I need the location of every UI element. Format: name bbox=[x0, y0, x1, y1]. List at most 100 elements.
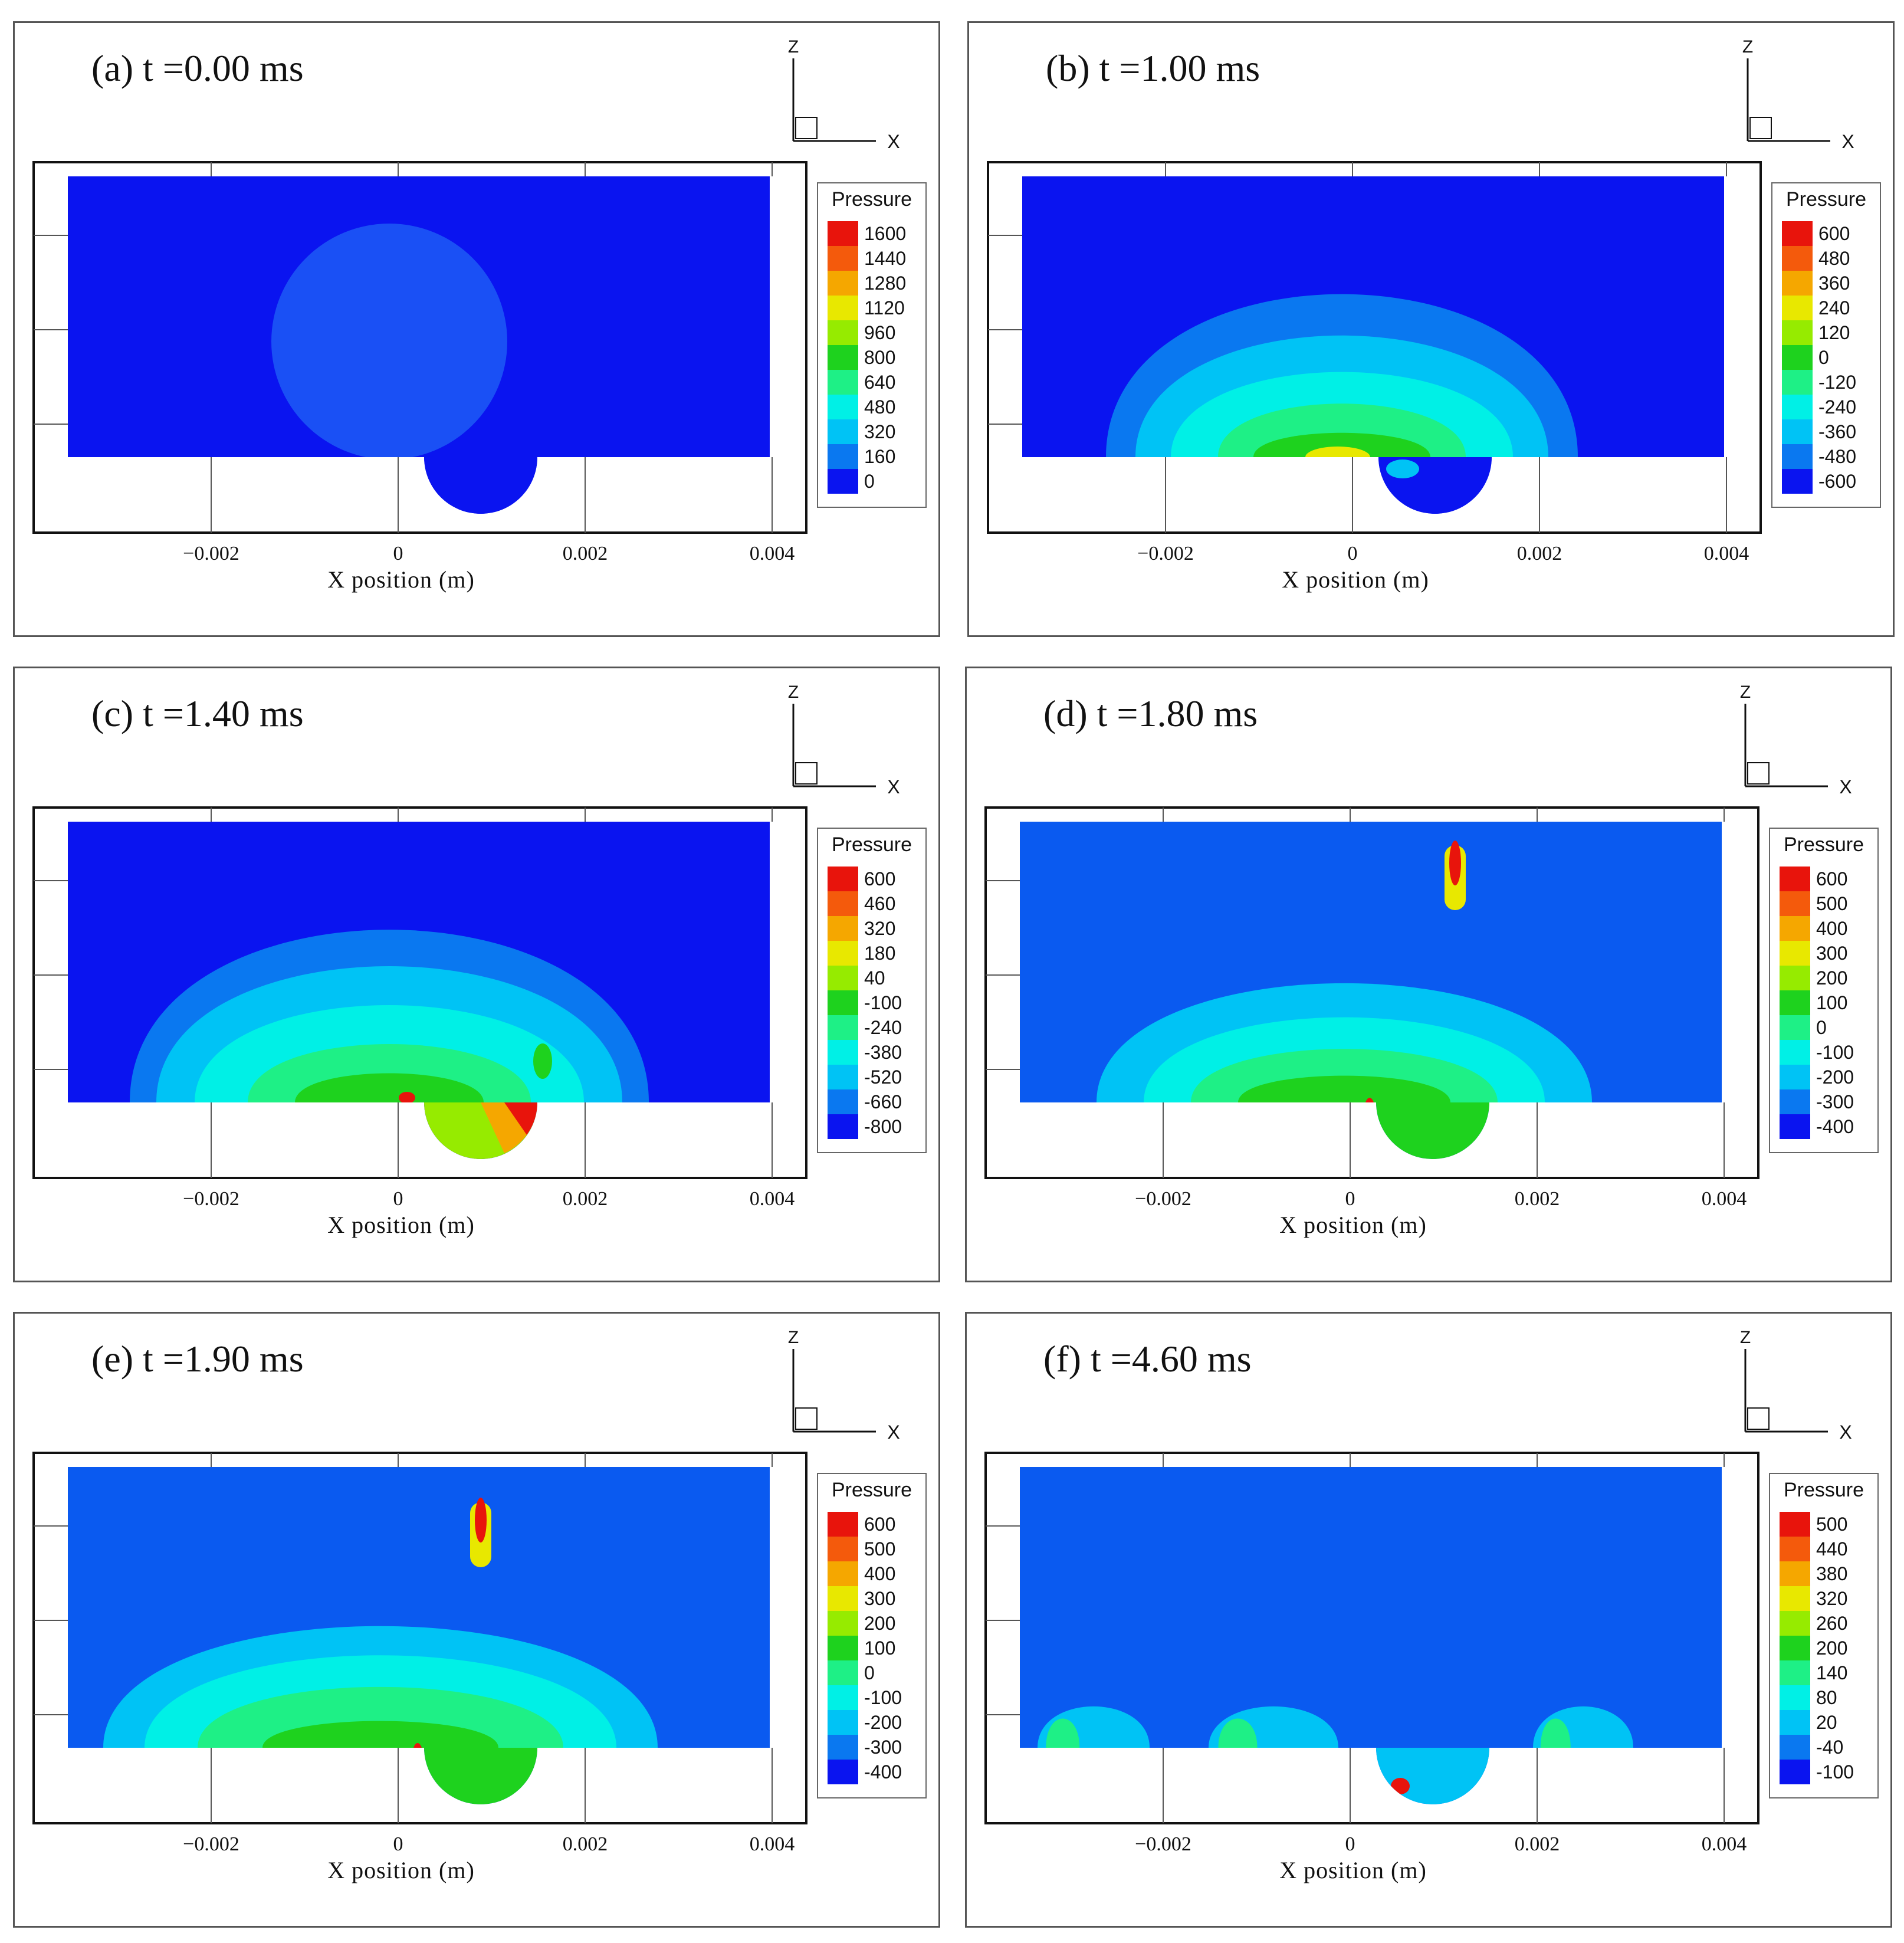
legend-level-label: 360 bbox=[1818, 273, 1850, 294]
plot-area: −0.002 0 0.002 0.004 Z X bbox=[32, 682, 900, 1210]
legend-level-label: 200 bbox=[864, 1613, 896, 1634]
legend-level-label: 1280 bbox=[864, 273, 907, 294]
contour-field bbox=[1022, 176, 1724, 514]
legend-level-label: 320 bbox=[864, 421, 896, 442]
legend-level-label: 640 bbox=[864, 372, 896, 393]
legend-swatch bbox=[1780, 1015, 1810, 1040]
panel-title: (b) t =1.00 ms bbox=[1046, 47, 1260, 89]
legend-level-label: 260 bbox=[1816, 1613, 1848, 1634]
cavity bbox=[424, 1748, 537, 1804]
droplet bbox=[271, 224, 507, 460]
pressure-band bbox=[1253, 432, 1430, 457]
legend-level-label: 140 bbox=[1816, 1662, 1848, 1683]
legend-swatch bbox=[828, 345, 858, 370]
cavity bbox=[1376, 1748, 1489, 1804]
legend-level-label: 0 bbox=[864, 471, 875, 492]
plot-frame bbox=[984, 806, 1759, 1179]
panel-b: −0.002 0 0.002 0.004 Z X (b) t =1.00 ms X posit… bbox=[967, 21, 1895, 637]
legend-swatch bbox=[828, 370, 858, 395]
legend-level-label: 0 bbox=[864, 1662, 875, 1683]
legend-colorbar bbox=[1780, 1512, 1810, 1784]
legend-level-label: 500 bbox=[1816, 893, 1848, 914]
x-tick-label: 0.004 bbox=[1702, 1833, 1747, 1855]
legend-swatch bbox=[828, 867, 858, 891]
legend-swatch bbox=[828, 916, 858, 941]
legend-swatch bbox=[1780, 1065, 1810, 1089]
legend-colorbar bbox=[828, 221, 858, 494]
legend-swatch bbox=[1780, 916, 1810, 941]
legend-swatch bbox=[828, 395, 858, 419]
legend-level-label: -380 bbox=[864, 1042, 902, 1063]
contour-field bbox=[1020, 1467, 1722, 1804]
axis-triad-box bbox=[1747, 1407, 1770, 1430]
legend-swatch bbox=[1780, 1586, 1810, 1611]
legend-level-label: 0 bbox=[1818, 347, 1829, 368]
legend-swatch bbox=[828, 1089, 858, 1114]
panel-title: (e) t =1.90 ms bbox=[91, 1338, 304, 1380]
legend-title: Pressure bbox=[1785, 188, 1867, 211]
legend-swatch bbox=[828, 221, 858, 246]
pressure-band bbox=[1238, 1075, 1450, 1102]
cavity bbox=[424, 457, 537, 514]
x-axis-triad-label: X bbox=[1839, 776, 1852, 797]
legend-level-label: 320 bbox=[864, 918, 896, 939]
legend-level-label: 240 bbox=[1818, 297, 1850, 319]
legend-swatch bbox=[1780, 1685, 1810, 1710]
legend-level-label: -400 bbox=[864, 1761, 902, 1783]
panel-e: −0.002 0 0.002 0.004 Z X (e) t =1.90 ms X posit… bbox=[13, 1312, 940, 1928]
legend-level-label: -600 bbox=[1818, 471, 1857, 492]
background-pressure bbox=[1020, 1467, 1722, 1804]
legend-swatch bbox=[1780, 1760, 1810, 1784]
x-tick-label: 0.002 bbox=[1517, 543, 1562, 564]
legend-level-label: 300 bbox=[864, 1588, 896, 1609]
jet bbox=[1449, 841, 1461, 885]
x-axis-triad-label: X bbox=[887, 776, 900, 797]
legend-level-label: 80 bbox=[1816, 1687, 1837, 1708]
legend-swatch bbox=[1780, 1040, 1810, 1065]
legend-swatch bbox=[828, 990, 858, 1015]
legend-colorbar bbox=[828, 1512, 858, 1784]
contour-field bbox=[1020, 822, 1722, 1159]
legend-colorbar bbox=[1780, 867, 1810, 1139]
legend-level-label: -200 bbox=[864, 1712, 902, 1733]
legend-level-label: -100 bbox=[1816, 1042, 1854, 1063]
panel-a: −0.002 0 0.002 0.004 Z X (a) t =0.00 ms X posit… bbox=[13, 21, 940, 637]
legend-swatch bbox=[828, 246, 858, 271]
legend-title: Pressure bbox=[1783, 1479, 1864, 1501]
legend-swatch bbox=[828, 296, 858, 320]
legend-swatch bbox=[1782, 395, 1813, 419]
legend-level-label: -480 bbox=[1818, 446, 1857, 467]
legend-title: Pressure bbox=[831, 188, 912, 211]
legend-swatch bbox=[828, 1040, 858, 1065]
legend-swatch bbox=[828, 1537, 858, 1561]
x-tick-label: 0.004 bbox=[750, 543, 795, 564]
z-axis-label: Z bbox=[1740, 1328, 1751, 1347]
residual-drop bbox=[1218, 1718, 1258, 1748]
legend-swatch bbox=[1780, 1735, 1810, 1760]
legend-level-label: 1120 bbox=[864, 297, 905, 319]
legend: Pressure 600 460 320 180 40 -100 -240 -380 -520 -6… bbox=[817, 828, 927, 1153]
x-axis-triad-label: X bbox=[1841, 131, 1854, 152]
legend-level-label: 380 bbox=[1816, 1563, 1848, 1584]
legend-swatch bbox=[828, 1710, 858, 1735]
plot-area: −0.002 0 0.002 0.004 Z X bbox=[32, 1328, 900, 1855]
x-axis-triad-label: X bbox=[887, 1422, 900, 1443]
legend-swatch bbox=[1780, 891, 1810, 916]
x-tick-label: −0.002 bbox=[1135, 1833, 1191, 1855]
legend-level-label: -200 bbox=[1816, 1066, 1854, 1088]
x-tick-label: 0 bbox=[393, 1833, 403, 1855]
legend-level-label: 480 bbox=[1818, 248, 1850, 269]
z-axis-label: Z bbox=[788, 1328, 799, 1347]
legend-level-label: -300 bbox=[864, 1737, 902, 1758]
plot-frame bbox=[987, 161, 1762, 534]
legend-swatch bbox=[828, 1611, 858, 1636]
pressure-band bbox=[412, 1743, 424, 1776]
legend-level-label: 600 bbox=[1816, 868, 1848, 890]
legend-level-label: 440 bbox=[1816, 1538, 1848, 1560]
legend-swatch bbox=[828, 1660, 858, 1685]
legend: Pressure 500 440 380 320 260 200 140 80 20 -40 -100 bbox=[1769, 1473, 1879, 1798]
legend-level-label: 180 bbox=[864, 943, 896, 964]
legend-swatch bbox=[1780, 1512, 1810, 1537]
legend-swatch bbox=[828, 1561, 858, 1586]
legend: Pressure 600 480 360 240 120 0 -120 -240 -360 -480… bbox=[1771, 182, 1881, 508]
